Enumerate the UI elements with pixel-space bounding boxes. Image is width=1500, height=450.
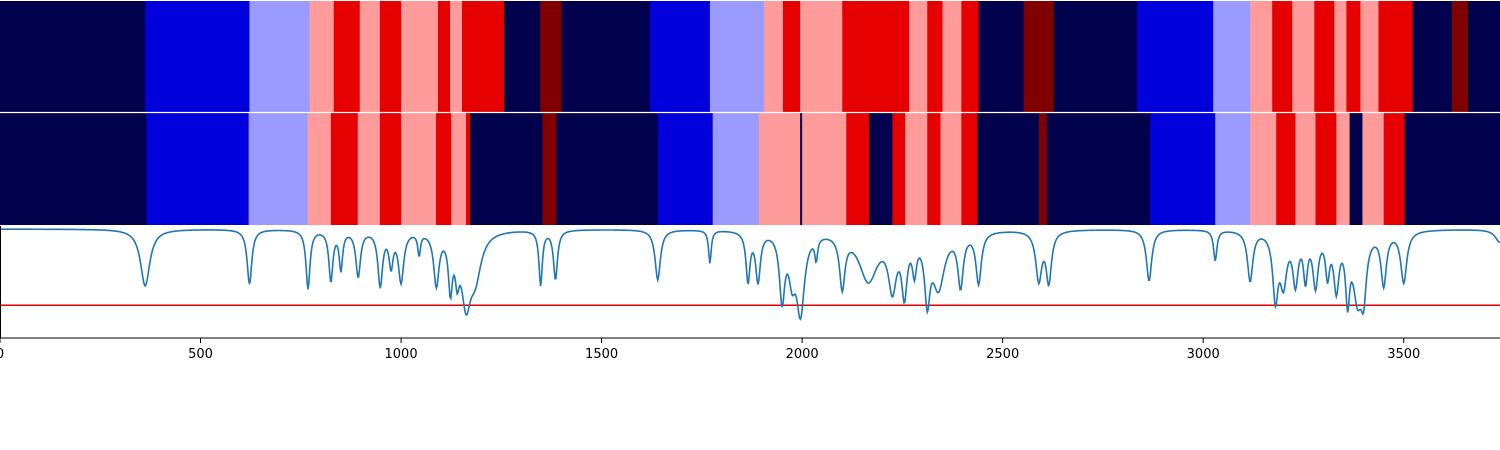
band-top-segment-36 [1378, 1, 1414, 112]
band-bottom-segment-17 [800, 113, 803, 225]
x-tick-label-3500: 3500 [1387, 347, 1420, 362]
band-top-segment-29 [1250, 1, 1273, 112]
band-top-segment-31 [1292, 1, 1315, 112]
x-tick-label-500: 500 [188, 347, 213, 362]
band-bottom-segment-36 [1349, 113, 1364, 225]
band-top-segment-16 [764, 1, 784, 112]
band-top-segment-2 [249, 1, 311, 112]
band-bottom-segment-14 [657, 113, 714, 225]
band-top-segment-11 [504, 1, 541, 112]
band-top-segment-27 [1137, 1, 1214, 112]
band-bottom-segment-31 [1250, 113, 1277, 225]
band-bottom-segment-37 [1362, 113, 1385, 225]
band-top-segment-30 [1272, 1, 1293, 112]
band-top-segment-23 [961, 1, 980, 112]
band-bottom-segment-5 [357, 113, 381, 225]
line-panel [0, 226, 1500, 338]
band-bottom-segment-29 [1149, 113, 1216, 225]
band-top-segment-13 [561, 1, 651, 112]
band-bottom-segment-16 [758, 113, 801, 225]
band-bottom-segment-19 [846, 113, 870, 225]
band-top-segment-28 [1213, 1, 1251, 112]
band-top-segment-6 [379, 1, 402, 112]
band-top-segment-15 [709, 1, 765, 112]
band-top-segment-25 [1023, 1, 1055, 112]
band-top-segment-9 [450, 1, 463, 112]
heatmap-band-top [0, 1, 1500, 112]
band-top-segment-39 [1467, 1, 1500, 112]
signal-line [0, 228, 1500, 321]
band-bottom-segment-26 [977, 113, 1040, 225]
band-top-segment-3 [309, 1, 335, 112]
band-bottom-segment-20 [869, 113, 893, 225]
x-tick-label-0: 0 [0, 347, 4, 362]
band-bottom-segment-7 [401, 113, 437, 225]
band-bottom-segment-1 [146, 113, 250, 225]
band-bottom-segment-23 [927, 113, 942, 225]
band-top-segment-14 [649, 1, 711, 112]
band-bottom-segment-18 [802, 113, 847, 225]
heatmap-band-bottom [0, 113, 1500, 225]
band-top-segment-21 [927, 1, 944, 112]
band-bottom-segment-12 [542, 113, 557, 225]
band-bottom-segment-15 [712, 113, 760, 225]
band-top-segment-7 [401, 1, 439, 112]
band-top-segment-34 [1346, 1, 1362, 112]
band-top-segment-22 [942, 1, 962, 112]
band-bottom-segment-39 [1404, 113, 1500, 225]
band-bottom-segment-10 [466, 113, 471, 225]
band-bottom-segment-9 [451, 113, 467, 225]
band-top-segment-32 [1314, 1, 1335, 112]
x-tick-label-3000: 3000 [1187, 347, 1220, 362]
band-bottom-segment-2 [248, 113, 309, 225]
band-top-segment-24 [978, 1, 1025, 112]
band-bottom-segment-33 [1295, 113, 1317, 225]
band-top-segment-33 [1334, 1, 1347, 112]
band-bottom-segment-30 [1215, 113, 1251, 225]
band-top-segment-17 [782, 1, 801, 112]
band-top-segment-1 [145, 1, 251, 112]
band-top-segment-0 [0, 1, 146, 112]
band-bottom-segment-21 [892, 113, 906, 225]
band-bottom-segment-38 [1383, 113, 1406, 225]
band-top-segment-37 [1412, 1, 1453, 112]
band-top-segment-18 [800, 1, 843, 112]
band-top-segment-26 [1053, 1, 1138, 112]
band-bottom-segment-6 [379, 113, 402, 225]
band-bottom-segment-27 [1038, 113, 1048, 225]
x-tick-label-2000: 2000 [786, 347, 819, 362]
band-bottom-segment-34 [1315, 113, 1337, 225]
band-top-segment-5 [359, 1, 381, 112]
band-top-segment-19 [842, 1, 910, 112]
band-bottom-segment-32 [1276, 113, 1297, 225]
band-bottom-segment-35 [1336, 113, 1351, 225]
band-bottom-segment-3 [307, 113, 332, 225]
x-axis: 0 500 1000 1500 2000 2500 3000 3500 [0, 111, 1500, 362]
band-top-segment-35 [1360, 1, 1380, 112]
band-bottom-segment-11 [470, 113, 543, 225]
line-panel-background [0, 226, 1500, 338]
band-top-segment-10 [462, 1, 505, 112]
x-tick-label-2500: 2500 [986, 347, 1019, 362]
band-top-segment-20 [909, 1, 928, 112]
band-bottom-segment-8 [435, 113, 452, 225]
band-bottom-segment-24 [940, 113, 962, 225]
band-bottom-segment-22 [905, 113, 928, 225]
x-tick-label-1500: 1500 [585, 347, 618, 362]
band-top-segment-12 [540, 1, 563, 112]
band-bottom-segment-4 [330, 113, 359, 225]
band-bottom-segment-25 [961, 113, 979, 225]
band-top-segment-38 [1451, 1, 1469, 112]
x-tick-label-1000: 1000 [385, 347, 418, 362]
band-bottom-segment-13 [556, 113, 659, 225]
band-bottom-segment-0 [0, 113, 147, 225]
band-top-segment-8 [437, 1, 451, 112]
band-bottom-segment-28 [1046, 113, 1151, 225]
band-top-segment-4 [333, 1, 361, 112]
